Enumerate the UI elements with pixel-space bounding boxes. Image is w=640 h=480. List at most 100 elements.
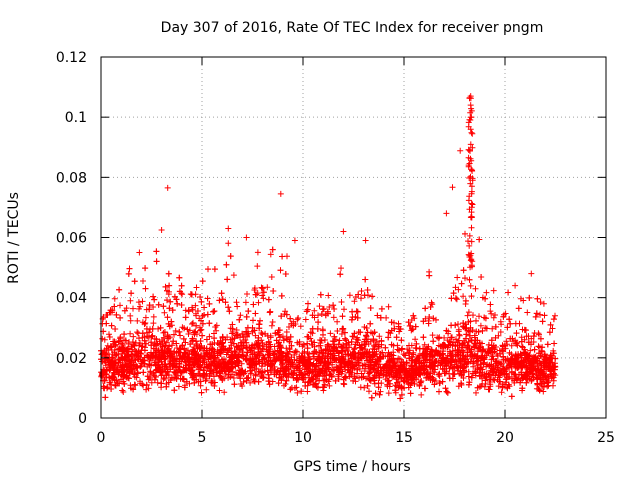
- data-point: [438, 357, 445, 364]
- data-point: [211, 266, 218, 273]
- data-point: [361, 351, 368, 358]
- data-point: [149, 325, 156, 332]
- data-point: [550, 350, 557, 357]
- data-point: [367, 369, 374, 376]
- data-point: [317, 340, 324, 346]
- data-point: [357, 384, 364, 391]
- data-point: [142, 285, 149, 292]
- data-point: [198, 326, 205, 333]
- data-point: [490, 287, 497, 294]
- data-point: [488, 337, 495, 344]
- data-point: [329, 359, 336, 366]
- data-point: [181, 325, 188, 332]
- data-point: [454, 274, 461, 281]
- data-point: [404, 379, 411, 386]
- data-point: [394, 346, 401, 353]
- data-point: [304, 388, 311, 395]
- data-point: [450, 339, 457, 346]
- data-point: [299, 350, 306, 357]
- data-point: [270, 350, 277, 357]
- data-point: [422, 305, 429, 312]
- data-point: [225, 371, 232, 378]
- data-point: [267, 341, 274, 348]
- data-point: [252, 332, 259, 339]
- data-point: [117, 314, 124, 321]
- data-point: [236, 351, 243, 358]
- data-point: [178, 302, 185, 308]
- data-point: [182, 314, 189, 321]
- data-point: [172, 364, 179, 371]
- data-point: [374, 312, 381, 319]
- data-point: [470, 360, 476, 367]
- data-point: [305, 300, 311, 307]
- data-point: [318, 311, 325, 317]
- data-point: [439, 378, 446, 385]
- data-point: [116, 357, 123, 364]
- data-point: [234, 331, 241, 338]
- data-point: [449, 375, 456, 382]
- data-point: [404, 346, 411, 353]
- data-point: [239, 330, 246, 337]
- data-point: [362, 276, 369, 283]
- data-point: [286, 324, 292, 330]
- data-point: [211, 308, 218, 315]
- data-point: [181, 384, 188, 391]
- data-point: [184, 326, 191, 333]
- data-point: [376, 333, 383, 340]
- data-point: [117, 302, 123, 309]
- data-point: [150, 293, 157, 300]
- data-point: [462, 297, 469, 304]
- data-point: [346, 292, 353, 299]
- data-point: [405, 349, 412, 356]
- data-point: [178, 282, 185, 289]
- data-point: [166, 360, 173, 367]
- data-point: [385, 378, 392, 384]
- data-point: [531, 346, 538, 353]
- data-point: [189, 306, 196, 313]
- data-point: [265, 296, 272, 303]
- data-point: [113, 311, 120, 318]
- data-point: [103, 320, 110, 327]
- data-point: [348, 338, 355, 345]
- data-point: [216, 341, 223, 348]
- data-point: [543, 373, 550, 380]
- data-point: [164, 297, 170, 304]
- data-point: [412, 323, 419, 330]
- data-point: [190, 361, 197, 368]
- data-point: [326, 382, 333, 389]
- data-point: [369, 293, 376, 300]
- data-point: [331, 306, 338, 312]
- data-point: [217, 373, 224, 380]
- data-point: [436, 380, 443, 387]
- data-point: [535, 343, 542, 350]
- data-point: [149, 332, 156, 339]
- data-point: [150, 352, 157, 359]
- data-point: [252, 310, 259, 317]
- data-point: [489, 325, 496, 332]
- data-point: [102, 359, 109, 366]
- data-point: [150, 345, 157, 352]
- data-point: [182, 339, 189, 346]
- data-point: [479, 327, 486, 334]
- data-point: [549, 325, 556, 332]
- data-point: [407, 390, 414, 397]
- data-point: [157, 356, 164, 363]
- data-point: [250, 301, 257, 308]
- data-point: [482, 295, 489, 302]
- data-point: [229, 325, 236, 332]
- data-point: [125, 270, 132, 277]
- data-point: [278, 292, 285, 299]
- data-point: [287, 333, 294, 340]
- data-point: [154, 379, 161, 386]
- data-point: [506, 349, 513, 356]
- data-point: [280, 337, 287, 344]
- data-point: [501, 371, 508, 378]
- data-point: [152, 361, 159, 368]
- data-point: [104, 384, 111, 391]
- data-point: [465, 373, 472, 380]
- data-point: [329, 338, 336, 345]
- data-point: [510, 371, 517, 378]
- data-point: [325, 292, 332, 299]
- data-point: [121, 331, 128, 338]
- data-point: [317, 291, 324, 298]
